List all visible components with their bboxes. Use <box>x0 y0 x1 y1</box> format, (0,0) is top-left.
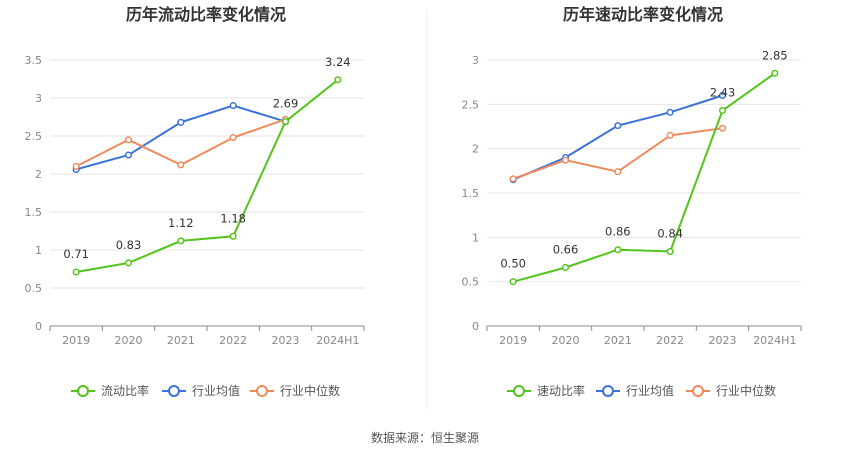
data-point <box>561 156 570 164</box>
data-point <box>229 102 237 110</box>
data-label: 0.83 <box>116 238 142 252</box>
data-point <box>509 278 517 286</box>
y-tick-label: 3 <box>472 54 479 67</box>
x-tick-label: 2020 <box>552 334 580 347</box>
y-tick-label: 3.5 <box>25 54 43 67</box>
data-point <box>177 237 185 245</box>
x-tick-label: 2024H1 <box>753 334 796 347</box>
data-label: 1.18 <box>220 211 246 225</box>
data-point <box>666 247 674 256</box>
data-label: 0.71 <box>63 247 89 261</box>
legend-marker <box>77 385 89 397</box>
y-tick-label: 2 <box>472 143 479 156</box>
legend-label: 流动比率 <box>101 383 149 398</box>
data-label: 0.86 <box>605 225 631 239</box>
y-tick-label: 1 <box>35 244 42 257</box>
x-tick-label: 2021 <box>167 334 195 347</box>
y-tick-label: 0 <box>472 320 479 333</box>
source-text: 数据来源：恒生聚源 <box>371 430 479 445</box>
x-tick-label: 2019 <box>499 334 527 347</box>
data-point <box>509 175 517 183</box>
data-label: 0.66 <box>553 242 579 256</box>
data-point <box>718 106 727 115</box>
legend-marker <box>168 385 180 397</box>
data-point <box>124 136 133 144</box>
legend-label: 行业中位数 <box>280 383 340 398</box>
legend-marker <box>256 385 268 397</box>
chart-title: 历年流动比率变化情况 <box>126 5 286 24</box>
y-tick-label: 0.5 <box>25 282 43 295</box>
x-tick-label: 2024H1 <box>316 334 359 347</box>
x-tick-label: 2020 <box>115 334 143 347</box>
data-label: 2.85 <box>762 48 788 62</box>
data-point <box>718 124 727 132</box>
data-label: 1.12 <box>168 216 194 230</box>
quick-ratio-chart: 历年速动比率变化情况 0 0.5 1 1.5 2 2.5 3 2019 2020 2021 2022 2… <box>462 5 802 398</box>
data-label: 2.43 <box>710 86 736 100</box>
legend-marker <box>513 385 525 397</box>
series-line <box>512 72 776 283</box>
legend-marker <box>602 385 614 397</box>
x-tick-label: 2021 <box>604 334 632 347</box>
data-point <box>666 108 674 116</box>
data-point <box>281 118 290 126</box>
data-point <box>614 246 622 254</box>
data-point <box>718 91 727 100</box>
legend-label: 行业均值 <box>626 383 674 398</box>
data-point <box>771 69 779 77</box>
data-point <box>614 122 622 130</box>
legend-label: 行业均值 <box>192 383 240 398</box>
y-tick-label: 1 <box>472 231 479 244</box>
y-tick-label: 1.5 <box>25 206 43 219</box>
data-point <box>124 259 133 267</box>
y-tick-label: 2 <box>35 168 42 181</box>
data-label: 3.24 <box>325 55 351 69</box>
x-tick-label: 2019 <box>62 334 90 347</box>
x-tick-label: 2023 <box>272 334 300 347</box>
data-point <box>72 162 80 170</box>
data-point <box>177 161 185 169</box>
y-tick-label: 1.5 <box>462 187 480 200</box>
data-point <box>229 232 237 240</box>
x-tick-label: 2023 <box>709 334 737 347</box>
data-point <box>614 168 622 176</box>
y-tick-label: 0.5 <box>462 276 480 289</box>
data-point <box>229 133 237 142</box>
y-tick-label: 2.5 <box>25 130 43 143</box>
chart-title: 历年速动比率变化情况 <box>563 5 723 24</box>
series-line <box>75 118 286 168</box>
data-point <box>72 268 80 276</box>
data-point <box>561 263 570 272</box>
y-tick-label: 2.5 <box>462 98 480 111</box>
data-point <box>666 131 674 139</box>
data-label: 0.84 <box>657 227 683 241</box>
y-tick-label: 0 <box>35 320 42 333</box>
legend-label: 速动比率 <box>537 383 585 398</box>
data-label: 0.50 <box>500 257 526 271</box>
legend-label: 行业中位数 <box>716 383 776 398</box>
data-point <box>177 118 185 126</box>
series-line <box>76 79 339 273</box>
legend-marker <box>692 385 704 397</box>
data-label: 2.69 <box>273 97 299 111</box>
data-point <box>124 151 133 159</box>
y-tick-label: 3 <box>35 92 42 105</box>
current-ratio-chart: 历年流动比率变化情况 0 0.5 1 1.5 2 2.5 3 3.5 2019 2020 2021 20… <box>25 5 365 398</box>
x-tick-label: 2022 <box>656 334 684 347</box>
data-point <box>334 76 342 84</box>
x-tick-label: 2022 <box>219 334 247 347</box>
series-line <box>75 104 286 171</box>
